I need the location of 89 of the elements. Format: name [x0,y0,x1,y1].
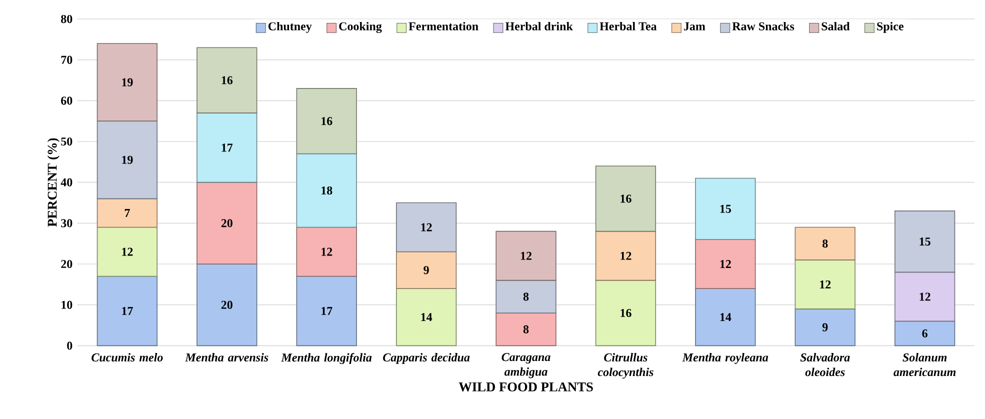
bar [96,226,158,277]
data-label: 9 [424,266,429,274]
data-label: 16 [222,76,233,84]
data-label: 12 [620,252,632,260]
x-tick-label: Capparis decidua [383,353,470,364]
y-tick-label: 60 [61,96,72,105]
data-label: 16 [620,194,632,203]
data-label: 20 [221,219,232,228]
legend-label: Spice [877,22,904,33]
bar [296,276,357,346]
bar [196,47,258,114]
y-tick-label: 20 [61,260,72,268]
bar [296,226,357,277]
x-axis-title: WILD FOOD PLANTS [458,382,593,392]
bar [794,226,856,260]
data-label: 17 [222,144,233,152]
y-tick-label: 40 [60,178,72,186]
y-tick-label: 70 [61,56,72,64]
data-label: 12 [720,260,731,268]
legend-label: Raw Snacks [732,22,794,30]
x-tick-label: Caragana ambigua [502,353,550,378]
x-tick-label: Solanum americanum [894,353,956,376]
data-label: 8 [822,240,828,248]
bar [894,320,956,346]
data-label: 17 [322,306,332,315]
data-label: 6 [922,329,928,338]
bar [695,288,756,346]
legend-label: Fermentation [408,22,478,30]
bar [595,166,656,232]
bar [595,280,656,346]
data-label: 19 [122,156,133,164]
data-label: 19 [122,78,133,86]
data-label: 14 [421,313,432,322]
data-label: 14 [720,313,732,322]
bar [96,43,158,122]
bar [595,230,656,281]
bar [196,264,258,346]
data-label: 8 [523,292,529,301]
data-label: 12 [322,248,332,256]
data-label: 7 [124,209,130,217]
data-label: 17 [122,306,133,315]
data-label: 12 [122,248,133,256]
bar [96,276,158,346]
legend-label: Salad [822,22,850,30]
legend-label: Herbal Tea [600,22,657,30]
bar [196,182,258,264]
data-label: 15 [920,238,930,246]
bar [196,112,258,183]
y-tick-label: 50 [61,137,72,146]
legend-label: Herbal drink [505,22,573,30]
data-label: 9 [822,323,828,332]
bar [496,230,556,281]
bar [695,178,756,240]
bar [396,251,457,289]
data-label: 8 [523,325,529,334]
x-tick-label: Cucumis melo [92,353,163,362]
data-label: 15 [720,204,731,213]
bar [496,312,556,346]
y-tick-label: 10 [62,300,72,309]
bar [794,260,856,310]
x-tick-label: Salvadora oleoides [800,353,850,376]
bar [496,280,556,314]
y-tick-label: 30 [61,219,72,228]
legend-label: Jam [684,22,706,30]
data-label: 20 [221,300,232,309]
data-label: 16 [620,308,632,318]
data-label: 12 [520,252,532,260]
y-tick-label: 80 [61,14,72,24]
data-label: 16 [322,117,332,126]
y-tick-label: 0 [67,342,72,350]
bar [794,308,856,346]
legend-label: Cooking [339,22,382,33]
legend-label: Chutney [268,22,312,33]
bar [695,239,756,289]
data-label: 12 [820,280,831,288]
bar [396,202,457,252]
bar [96,120,158,200]
bar [96,198,158,228]
x-tick-label: Citrullus colocynthis [598,353,654,379]
y-axis-title: PERCENT (%) [47,138,60,227]
x-tick-label: Mentha royleana [682,353,768,364]
data-label: 18 [322,186,332,195]
bar [296,153,357,228]
x-tick-label: Mentha longifolia [281,353,372,364]
bar [296,88,357,154]
data-label: 12 [421,223,432,232]
bar [396,288,457,346]
data-label: 12 [920,292,930,301]
x-tick-label: Mentha arvensis [185,353,268,362]
